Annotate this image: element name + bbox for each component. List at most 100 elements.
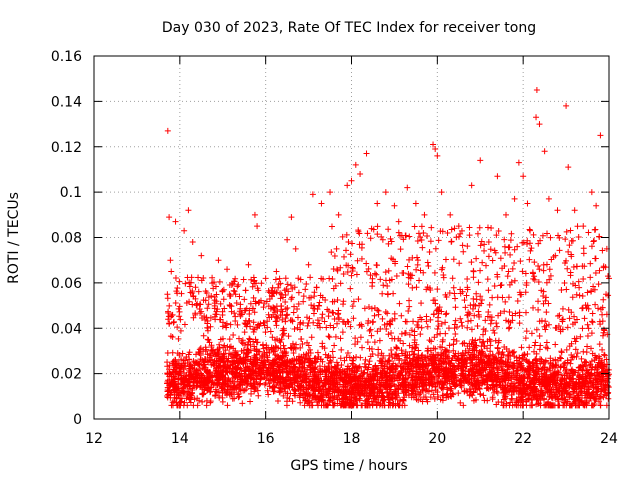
data-point: [477, 157, 483, 163]
data-point: [340, 298, 346, 304]
data-point: [512, 278, 518, 284]
data-point: [278, 339, 284, 345]
data-point: [419, 325, 425, 331]
data-point: [423, 313, 429, 319]
data-point: [485, 225, 491, 231]
data-point: [477, 268, 483, 274]
data-point: [235, 282, 241, 288]
data-point: [305, 323, 311, 329]
data-point: [512, 196, 518, 202]
data-point: [165, 295, 171, 301]
data-point: [516, 160, 522, 166]
data-point: [362, 305, 368, 311]
data-point: [206, 301, 212, 307]
data-point: [411, 333, 417, 339]
data-point: [273, 269, 279, 275]
data-point: [357, 171, 363, 177]
data-point: [452, 295, 458, 301]
data-point: [589, 318, 595, 324]
data-point: [544, 340, 550, 346]
data-point: [315, 350, 321, 356]
data-point: [530, 269, 536, 275]
data-point: [475, 231, 481, 237]
data-point: [477, 391, 483, 397]
data-point: [494, 173, 500, 179]
data-point: [318, 200, 324, 206]
data-point: [215, 257, 221, 263]
data-point: [559, 349, 565, 355]
data-point: [451, 256, 457, 262]
data-point: [173, 275, 179, 281]
data-point: [435, 318, 441, 324]
data-point: [359, 345, 365, 351]
data-point: [470, 274, 476, 280]
data-point: [167, 257, 173, 263]
data-point: [393, 344, 399, 350]
data-point: [333, 334, 339, 340]
data-point: [200, 391, 206, 397]
data-point: [475, 279, 481, 285]
data-point: [524, 328, 530, 334]
data-point: [326, 333, 332, 339]
data-point: [450, 275, 456, 281]
data-point: [369, 283, 375, 289]
data-point: [205, 325, 211, 331]
data-point: [250, 284, 256, 290]
data-point: [252, 212, 258, 218]
data-point: [579, 305, 585, 311]
data-point: [564, 347, 570, 353]
data-point: [474, 296, 480, 302]
data-point: [536, 121, 542, 127]
data-point: [230, 332, 236, 338]
data-point: [232, 288, 238, 294]
data-point: [201, 390, 207, 396]
data-point: [168, 402, 174, 408]
data-point: [400, 340, 406, 346]
data-point: [350, 303, 356, 309]
data-point: [353, 354, 359, 360]
data-point: [582, 315, 588, 321]
data-point: [385, 291, 391, 297]
data-point: [227, 336, 233, 342]
data-point: [384, 310, 390, 316]
data-point: [263, 275, 269, 281]
data-point: [364, 230, 370, 236]
data-point: [595, 305, 601, 311]
data-point: [251, 329, 257, 335]
data-point: [373, 262, 379, 268]
data-point: [567, 361, 573, 367]
data-point: [468, 259, 474, 265]
data-point: [260, 342, 266, 348]
data-point: [315, 402, 321, 408]
data-point: [531, 273, 537, 279]
data-point: [268, 328, 274, 334]
data-point: [182, 281, 188, 287]
data-point: [542, 327, 548, 333]
data-point: [505, 244, 511, 250]
data-point: [439, 189, 445, 195]
data-point: [171, 320, 177, 326]
data-point: [349, 241, 355, 247]
data-point: [380, 282, 386, 288]
data-point: [363, 260, 369, 266]
data-point: [490, 327, 496, 333]
data-point: [537, 346, 543, 352]
data-point: [564, 229, 570, 235]
data-point: [295, 314, 301, 320]
data-point: [468, 318, 474, 324]
data-point: [464, 276, 470, 282]
data-point: [555, 207, 561, 213]
data-point: [243, 287, 249, 293]
data-point: [228, 322, 234, 328]
data-point: [173, 300, 179, 306]
data-point: [196, 289, 202, 295]
data-point: [336, 212, 342, 218]
data-point: [388, 330, 394, 336]
data-point: [534, 87, 540, 93]
data-point: [428, 225, 434, 231]
data-point: [185, 207, 191, 213]
data-point: [338, 347, 344, 353]
data-point: [396, 230, 402, 236]
data-point: [517, 320, 523, 326]
